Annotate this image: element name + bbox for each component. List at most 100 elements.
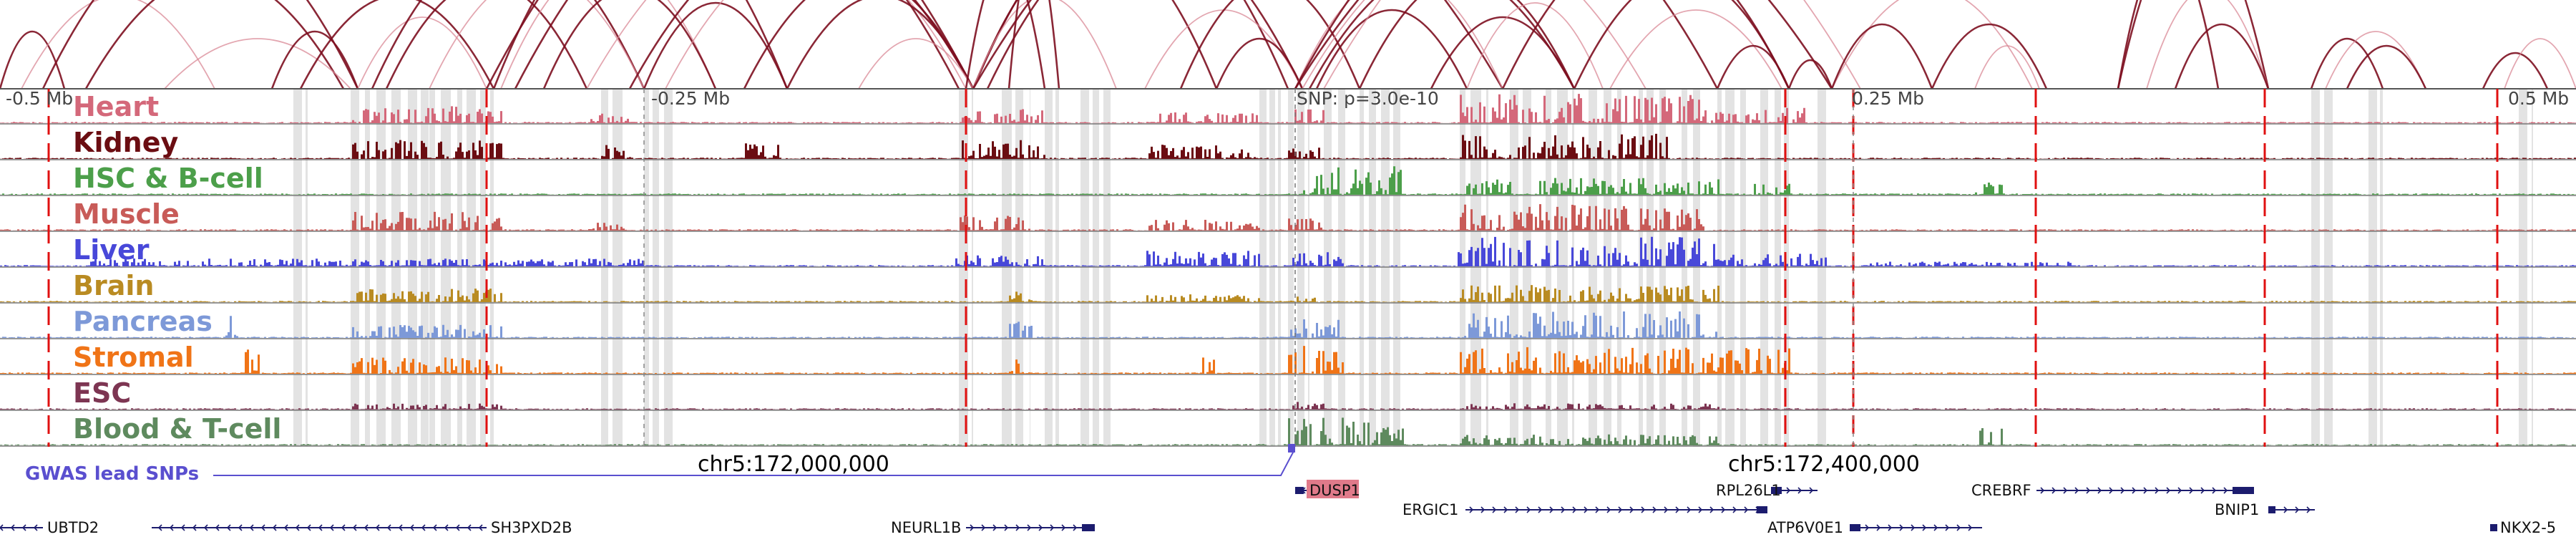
highlight-bar bbox=[1486, 89, 1488, 447]
highlight-bar bbox=[2368, 89, 2377, 447]
gene-strand-chevron bbox=[2132, 487, 2137, 494]
gene-strand-chevron bbox=[1675, 506, 1680, 513]
interaction-arc bbox=[1215, 37, 1304, 90]
gene-strand-chevron bbox=[1911, 524, 1916, 531]
gene-strand-chevron bbox=[1721, 506, 1726, 513]
gene-label-ubtd2: UBTD2 bbox=[47, 519, 99, 536]
gene-strand-chevron bbox=[192, 524, 197, 531]
gene-strand-chevron bbox=[157, 524, 162, 531]
region-dashed-lines bbox=[47, 89, 2499, 447]
scale-tick-label: -0.25 Mb bbox=[651, 88, 730, 109]
interaction-arc bbox=[542, 0, 717, 90]
gene-strand-chevron bbox=[467, 524, 472, 531]
highlight-bar bbox=[664, 89, 673, 447]
gene-strand-chevron bbox=[1629, 506, 1634, 513]
scale-tick-label: 0.5 Mb bbox=[2508, 88, 2569, 109]
interaction-arc bbox=[485, 0, 975, 90]
gene-strand-chevron bbox=[203, 524, 208, 531]
gene-strand-chevron bbox=[215, 524, 220, 531]
interaction-arc bbox=[1430, 16, 1576, 90]
scale-tick-label: -0.5 Mb bbox=[6, 88, 73, 109]
gene-label-crebrf: CREBRF bbox=[1971, 482, 2031, 499]
highlight-bar bbox=[1617, 89, 1621, 447]
highlight-bar bbox=[1393, 89, 1400, 447]
gene-strand-chevron bbox=[1786, 487, 1791, 494]
gene-strand-chevron bbox=[1027, 524, 1032, 531]
gene-strand-chevron bbox=[0, 524, 4, 531]
highlight-bar bbox=[1717, 89, 1722, 447]
interaction-arc bbox=[299, 0, 495, 90]
gene-strand-chevron bbox=[1469, 506, 1474, 513]
highlight-bar bbox=[1103, 89, 1111, 447]
highlight-bar bbox=[457, 89, 462, 447]
gene-strand-chevron bbox=[1709, 506, 1714, 513]
gene-strand-chevron bbox=[421, 524, 426, 531]
interaction-arc bbox=[42, 0, 359, 90]
interaction-arc bbox=[1716, 44, 1790, 90]
highlight-bar bbox=[1045, 89, 1053, 447]
gene-strand-chevron bbox=[306, 524, 311, 531]
gene-strand-chevron bbox=[249, 524, 254, 531]
gene-strand-chevron bbox=[1797, 487, 1802, 494]
gene-strand-chevron bbox=[1968, 524, 1973, 531]
signal-kidney bbox=[0, 133, 2576, 159]
gene-strand-chevron bbox=[1480, 506, 1485, 513]
track-label-hsc-b-cell: HSC & B-cell bbox=[73, 163, 263, 194]
interaction-arc bbox=[500, 0, 716, 90]
gene-label-dusp1: DUSP1 bbox=[1309, 482, 1360, 499]
track-label-kidney: Kidney bbox=[73, 127, 178, 158]
highlight-bar bbox=[601, 89, 608, 447]
highlight-bar bbox=[1297, 89, 1304, 447]
highlight-bar bbox=[490, 89, 494, 447]
highlight-bar bbox=[2324, 89, 2333, 447]
gene-exon bbox=[1757, 506, 1767, 513]
highlight-bar bbox=[441, 89, 451, 447]
gene-exon bbox=[2233, 487, 2254, 494]
highlight-bar bbox=[376, 89, 386, 447]
gene-strand-chevron bbox=[169, 524, 174, 531]
gene-strand-chevron bbox=[1503, 506, 1508, 513]
interaction-arc bbox=[1830, 23, 1933, 90]
highlight-bar bbox=[1523, 89, 1531, 447]
highlight-bar bbox=[1259, 89, 1267, 447]
interaction-arc bbox=[1315, 9, 1468, 90]
gene-strand-chevron bbox=[1933, 524, 1938, 531]
highlight-bar bbox=[1002, 89, 1012, 447]
interaction-arc bbox=[2346, 44, 2427, 90]
interaction-arc bbox=[1831, 0, 2033, 90]
interaction-arc bbox=[1466, 2, 1604, 90]
highlight-bar bbox=[351, 89, 359, 447]
gene-strand-chevron bbox=[1664, 506, 1669, 513]
gene-strand-chevron bbox=[375, 524, 380, 531]
interaction-arc bbox=[786, 0, 975, 90]
interaction-arc bbox=[2146, 0, 2269, 90]
highlight-bar bbox=[644, 89, 649, 447]
highlight-bar bbox=[2380, 89, 2383, 447]
interaction-arc bbox=[643, 1, 789, 90]
gene-strand-chevron bbox=[341, 524, 346, 531]
gene-strand-chevron bbox=[386, 524, 391, 531]
highlight-bar bbox=[1589, 89, 1597, 447]
gene-strand-chevron bbox=[1549, 506, 1554, 513]
gene-strand-chevron bbox=[398, 524, 403, 531]
gene-annotation: UBTD2 SH3PXD2B NEURL1B DUSP1 ERGIC1 RPL26L1 AT… bbox=[0, 480, 2556, 536]
interaction-arc bbox=[986, 0, 1304, 90]
signal-muscle bbox=[0, 204, 2576, 231]
track-label-brain: Brain bbox=[73, 270, 154, 301]
highlight-bar bbox=[1510, 89, 1518, 447]
gene-label-atp6v0e1: ATP6V0E1 bbox=[1767, 519, 1843, 536]
gene-strand-chevron bbox=[1744, 506, 1749, 513]
scale-tick-label: 0.25 Mb bbox=[1852, 88, 1924, 109]
coordinate-label-right: chr5:172,400,000 bbox=[1728, 452, 1920, 477]
highlight-bar bbox=[1093, 89, 1099, 447]
highlight-bar bbox=[1775, 89, 1781, 447]
gene-strand-chevron bbox=[992, 524, 997, 531]
highlight-bar bbox=[1015, 89, 1023, 447]
gene-strand-chevron bbox=[1515, 506, 1520, 513]
interaction-arc bbox=[2117, 0, 2270, 90]
gene-strand-chevron bbox=[1050, 524, 1055, 531]
highlight-bar bbox=[480, 89, 486, 447]
gene-exon bbox=[1082, 524, 1095, 531]
highlight-bar bbox=[1557, 89, 1568, 447]
